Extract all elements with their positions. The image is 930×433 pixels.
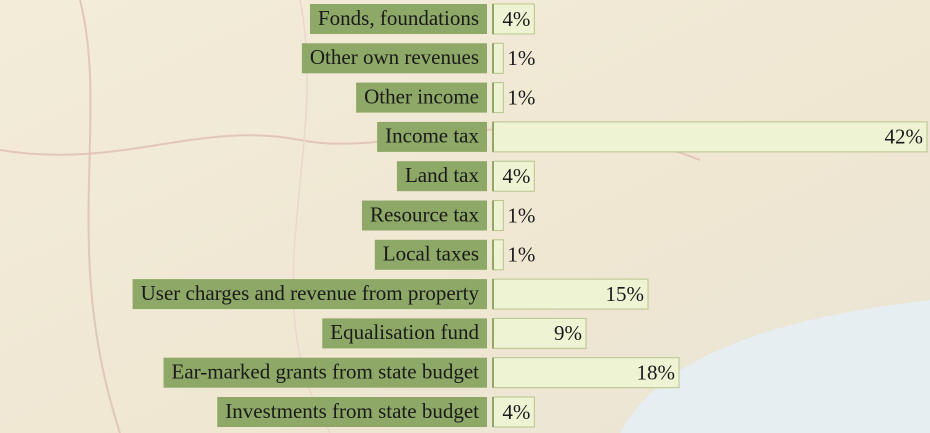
- bar: [492, 357, 680, 389]
- category-box: [396, 161, 487, 192]
- category-box: [163, 357, 487, 388]
- value-label: 15%: [606, 282, 645, 306]
- value-label: 4%: [502, 164, 530, 188]
- value-label: 1%: [507, 203, 535, 227]
- bar: [492, 396, 535, 428]
- bar: [492, 121, 928, 153]
- bar: [492, 82, 504, 114]
- value-label: 4%: [502, 400, 530, 424]
- category-box: [374, 239, 487, 270]
- category-label: Ear-marked grants from state budget: [172, 360, 480, 384]
- category-label: Fonds, foundations: [318, 6, 479, 30]
- bar: [492, 42, 504, 74]
- category-box: [217, 397, 487, 427]
- category-box: [377, 121, 487, 152]
- value-label: 4%: [502, 7, 530, 31]
- category-label: Income tax: [385, 124, 479, 148]
- category-label: Equalisation fund: [330, 320, 479, 344]
- value-label: 1%: [507, 243, 535, 267]
- bar: [492, 200, 504, 231]
- category-label: Local taxes: [383, 242, 479, 266]
- category-box: [309, 4, 487, 34]
- category-label: Land tax: [405, 163, 480, 187]
- category-label: Resource tax: [370, 202, 480, 226]
- bar: [492, 239, 504, 271]
- category-label: Other own revenues: [310, 45, 479, 69]
- value-label: 18%: [637, 361, 676, 385]
- value-label: 1%: [507, 46, 535, 70]
- category-box: [132, 279, 487, 310]
- category-box: [356, 82, 487, 113]
- category-box: [301, 43, 487, 74]
- bar: [492, 278, 649, 310]
- value-label: 1%: [507, 85, 535, 109]
- bar: [492, 160, 535, 192]
- value-label: 42%: [885, 125, 924, 149]
- category-label: Investments from state budget: [225, 399, 479, 423]
- category-label: Other income: [364, 84, 479, 108]
- category-box: [361, 200, 487, 231]
- bar: [492, 317, 587, 349]
- category-label: User charges and revenue from property: [141, 281, 480, 305]
- value-label: 9%: [554, 321, 582, 345]
- category-box: [322, 318, 487, 349]
- lake: [620, 300, 930, 433]
- road: [79, 0, 121, 433]
